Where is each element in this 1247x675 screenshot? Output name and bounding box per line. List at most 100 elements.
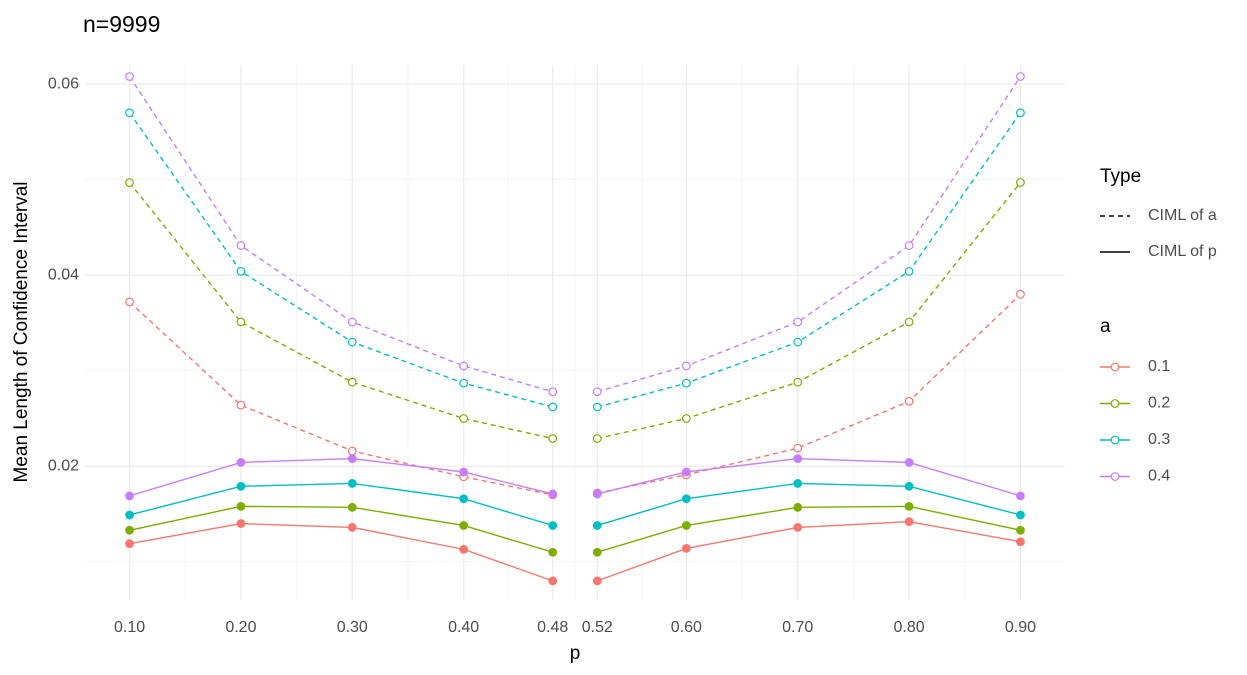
data-point xyxy=(347,502,357,512)
data-point xyxy=(236,481,246,491)
data-point xyxy=(1016,289,1025,299)
data-point xyxy=(347,454,357,464)
data-point xyxy=(1016,525,1025,535)
data-point xyxy=(681,361,691,371)
legend-label: CIML of p xyxy=(1148,243,1217,260)
data-point xyxy=(904,396,914,406)
x-tick-label: 0.40 xyxy=(448,619,479,636)
data-point xyxy=(125,108,134,118)
data-point xyxy=(681,378,691,388)
data-point xyxy=(236,519,246,528)
data-point xyxy=(459,544,469,554)
data-point xyxy=(459,521,469,530)
data-point xyxy=(681,494,691,504)
data-point xyxy=(459,467,469,477)
data-point xyxy=(793,479,803,488)
y-tick-label: 0.04 xyxy=(48,266,79,283)
data-point xyxy=(125,72,134,81)
data-point xyxy=(592,521,602,530)
x-tick-label: 0.80 xyxy=(894,619,925,636)
data-point xyxy=(125,297,134,307)
data-point xyxy=(236,458,246,467)
x-tick-label: 0.52 xyxy=(582,619,613,636)
data-point xyxy=(904,517,914,527)
data-point xyxy=(548,402,558,412)
x-tick-label: 0.10 xyxy=(114,619,145,636)
data-point xyxy=(347,479,357,488)
data-point xyxy=(793,377,803,387)
legend-label: 0.1 xyxy=(1148,358,1170,375)
data-point xyxy=(125,510,134,520)
data-point xyxy=(459,494,469,504)
data-point xyxy=(592,576,602,586)
data-point xyxy=(347,522,357,532)
legend-label: CIML of a xyxy=(1148,207,1217,224)
data-point xyxy=(236,400,246,410)
data-point xyxy=(548,387,558,397)
data-point xyxy=(125,491,134,501)
data-point xyxy=(548,576,558,586)
legend-label: 0.4 xyxy=(1148,468,1170,485)
data-point xyxy=(1016,108,1025,118)
data-point xyxy=(125,525,134,535)
data-point xyxy=(1016,178,1025,187)
data-point xyxy=(681,467,691,477)
data-point xyxy=(548,521,558,530)
data-point xyxy=(904,481,914,491)
data-point xyxy=(459,378,469,388)
data-point xyxy=(793,443,803,453)
data-point xyxy=(125,539,134,549)
x-tick-label: 0.30 xyxy=(337,619,368,636)
data-point xyxy=(592,402,602,412)
chart-title: n=9999 xyxy=(83,11,160,37)
data-point xyxy=(592,387,602,397)
legend-title: a xyxy=(1100,316,1111,337)
data-point xyxy=(236,241,246,250)
legend-label: 0.2 xyxy=(1148,395,1170,412)
data-point xyxy=(904,501,914,511)
data-point xyxy=(548,547,558,557)
data-point xyxy=(592,434,602,443)
y-tick-label: 0.06 xyxy=(48,75,79,92)
data-point xyxy=(236,317,246,327)
data-point xyxy=(459,414,469,423)
data-point xyxy=(793,317,803,327)
legend-title: Type xyxy=(1100,166,1141,187)
data-point xyxy=(1016,72,1025,81)
data-point xyxy=(347,446,357,456)
data-point xyxy=(236,501,246,511)
data-point xyxy=(347,337,357,347)
x-tick-label: 0.70 xyxy=(782,619,813,636)
x-tick-label: 0.48 xyxy=(537,619,568,636)
data-point xyxy=(347,317,357,327)
data-point xyxy=(793,337,803,347)
legend-label: 0.3 xyxy=(1148,431,1170,448)
y-tick-label: 0.02 xyxy=(48,457,79,474)
data-point xyxy=(125,178,134,187)
data-point xyxy=(347,377,357,387)
data-point xyxy=(681,544,691,553)
data-point xyxy=(681,414,691,423)
x-axis-title: p xyxy=(570,643,581,664)
data-point xyxy=(793,502,803,512)
x-tick-label: 0.60 xyxy=(671,619,702,636)
data-point xyxy=(548,434,558,443)
legend-key xyxy=(1110,362,1120,372)
legend-key xyxy=(1110,435,1120,445)
data-point xyxy=(592,489,602,499)
data-point xyxy=(1016,537,1025,547)
data-point xyxy=(1016,510,1025,520)
data-point xyxy=(459,361,469,371)
data-point xyxy=(793,454,803,464)
data-point xyxy=(904,317,914,327)
data-point xyxy=(904,458,914,467)
x-tick-label: 0.20 xyxy=(225,619,256,636)
data-point xyxy=(681,521,691,530)
data-point xyxy=(904,266,914,276)
x-tick-label: 0.90 xyxy=(1005,619,1036,636)
legend-key xyxy=(1110,472,1120,481)
data-point xyxy=(236,266,246,276)
legend-key xyxy=(1110,399,1120,408)
data-point xyxy=(904,241,914,250)
